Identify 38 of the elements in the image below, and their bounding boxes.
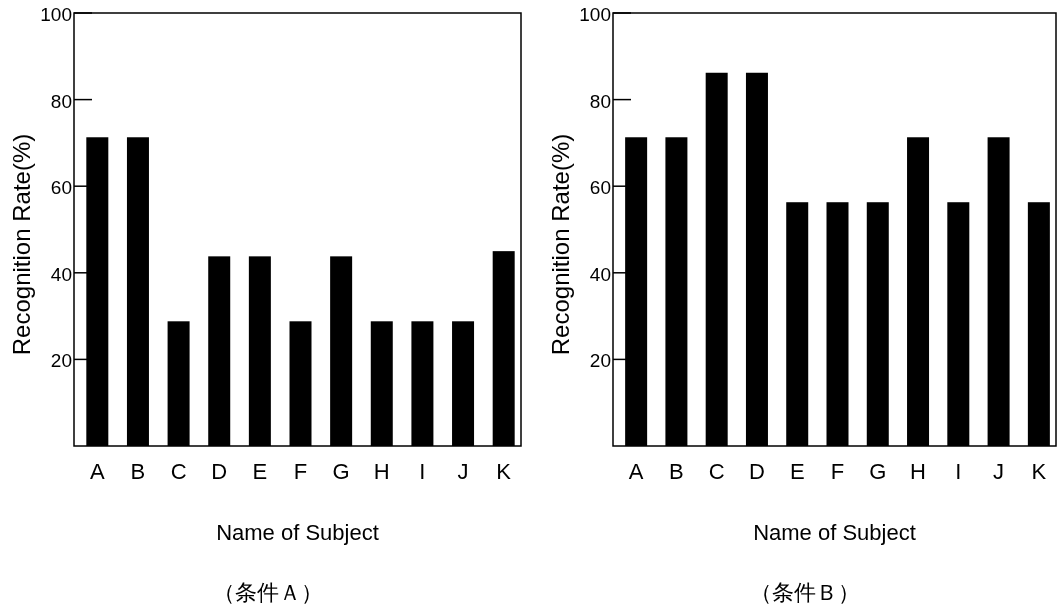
ytick: 60 <box>589 177 611 199</box>
ytick: 20 <box>589 350 611 372</box>
x-tick-label: D <box>211 459 228 484</box>
text: （条件Ａ） <box>212 580 323 605</box>
x-tick-label: H <box>373 459 390 484</box>
ytick: 80 <box>589 90 611 112</box>
x-axis-title: Name of Subject <box>753 520 916 545</box>
x-tick-label: B <box>669 459 684 484</box>
x-tick-label: C <box>708 459 725 484</box>
ytick: 100 <box>579 4 611 25</box>
ytick: 60 <box>50 177 72 199</box>
x-tick-label: I <box>419 459 426 484</box>
ytick: 100 <box>40 4 72 25</box>
x-tick-label: J <box>457 459 469 484</box>
x-tick-label: A <box>628 459 644 484</box>
ytick: 40 <box>50 263 72 285</box>
x-axis-title: Name of Subject <box>216 520 379 545</box>
y-axis-title: Recognition Rate(%) <box>8 133 35 356</box>
ytick: 80 <box>50 90 72 112</box>
ytick: 40 <box>589 263 611 285</box>
x-tick-label: J <box>993 459 1005 484</box>
x-tick-label: E <box>252 459 268 484</box>
ytick: 20 <box>50 350 72 372</box>
x-tick-label: F <box>293 459 308 484</box>
x-tick-label: E <box>789 459 805 484</box>
x-tick-label: K <box>496 459 512 484</box>
x-tick-label: G <box>332 459 350 484</box>
x-tick-label: A <box>89 459 105 484</box>
x-tick-label: K <box>1031 459 1047 484</box>
x-tick-label: D <box>749 459 765 484</box>
x-tick-label: C <box>170 459 187 484</box>
x-tick-label: B <box>130 459 146 484</box>
y-axis-title: Recognition Rate(%) <box>547 133 574 356</box>
text: （条件Ｂ） <box>749 580 860 605</box>
x-tick-label: G <box>869 459 887 484</box>
x-tick-label: F <box>830 459 845 484</box>
x-tick-label: I <box>955 459 962 484</box>
x-tick-label: H <box>910 459 926 484</box>
